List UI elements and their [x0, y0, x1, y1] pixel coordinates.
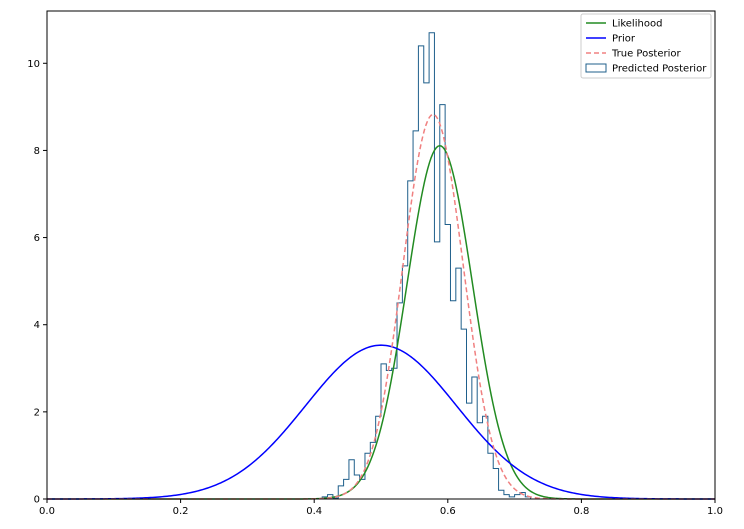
- predicted-posterior-histogram: [321, 32, 532, 499]
- x-tick-label: 0.8: [573, 506, 589, 517]
- y-tick-label: 10: [27, 59, 40, 70]
- x-tick-label: 0.6: [440, 506, 456, 517]
- legend-entry: True Posterior: [586, 49, 682, 60]
- legend-entry: Likelihood: [586, 19, 662, 30]
- legend-entry: Prior: [586, 34, 636, 45]
- legend-box: [580, 13, 712, 79]
- legend-label: Prior: [612, 34, 636, 45]
- series-predicted-posterior: [321, 32, 532, 499]
- legend-label: Likelihood: [612, 19, 662, 30]
- plot-background: [47, 11, 715, 499]
- legend-entry: Predicted Posterior: [585, 63, 707, 75]
- x-tick-label: 1.0: [707, 506, 723, 517]
- y-tick-label: 6: [34, 233, 40, 244]
- legend: Likelihood Prior True Posterior Predicted P…: [580, 13, 712, 79]
- y-tick-label: 4: [34, 320, 40, 331]
- x-tick-label: 0.2: [173, 506, 189, 517]
- plot-area: [47, 11, 715, 499]
- legend-label: True Posterior: [611, 49, 682, 60]
- legend-label: Predicted Posterior: [612, 64, 707, 75]
- axes: 0.0 0.2 0.4 0.6 0.8 1.0 0 2 4 6 8 10: [27, 10, 723, 517]
- y-tick-label: 8: [34, 146, 40, 157]
- x-tick-label: 0.4: [306, 506, 322, 517]
- y-tick-label: 2: [34, 407, 40, 418]
- series-prior: [47, 344, 715, 500]
- x-tick-label: 0.0: [39, 506, 55, 517]
- y-tick-label: 0: [34, 495, 40, 506]
- axes-frame: [46, 10, 716, 500]
- legend-swatch: [585, 63, 607, 73]
